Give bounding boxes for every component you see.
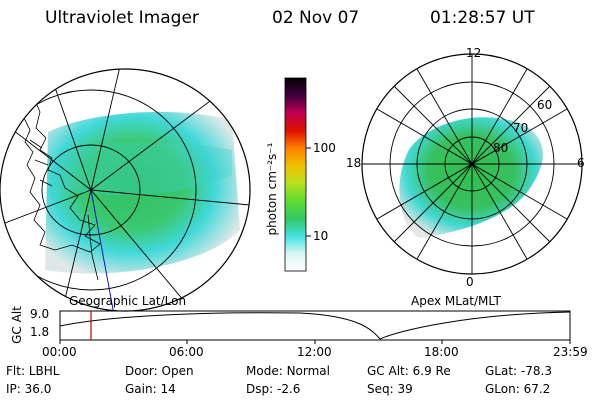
lat-label-80: 80 [493,141,509,155]
status-seq: Seq: 39 [367,382,413,396]
status-gain: Gain: 14 [125,382,176,396]
xtick-0000: 00:00 [42,345,77,359]
coastline [19,69,101,281]
xtick-1800: 18:00 [424,345,459,359]
lat-label-60: 60 [537,98,553,112]
mlt-label-12: 12 [466,46,482,60]
xtick-0600: 06:00 [169,345,204,359]
geo-caption: Geographic Lat/Lon [69,294,187,308]
colorbar-tick-10: 10 [313,229,329,243]
status-door: Door: Open [125,364,194,378]
geographic-map [0,68,251,312]
xtick-1200: 12:00 [297,345,332,359]
altitude-strip [59,310,571,344]
altitude-curve [59,311,571,340]
mlt-label-0: 0 [466,275,474,289]
status-ip: IP: 36.0 [6,382,52,396]
magnetic-map [361,53,583,275]
mlt-label-18: 18 [346,156,362,170]
aurora-mag [399,117,543,238]
time-label: 01:28:57 UT [430,8,535,28]
colorbar-unit-label: photon cm⁻²s⁻¹ [265,142,279,236]
lat-label-70: 70 [513,121,529,135]
colorbar-tick-100: 100 [313,141,336,155]
status-glat: GLat: -78.3 [485,364,552,378]
altitude-ytick-9: 9.0 [30,307,50,321]
date-label: 02 Nov 07 [272,8,360,28]
status-flt: Flt: LBHL [6,364,60,378]
status-dsp: Dsp: -2.6 [246,382,301,396]
xtick-2359: 23:59 [553,345,588,359]
mlt-label-6: 6 [577,156,585,170]
status-glon: GLon: 67.2 [485,382,551,396]
status-gc-alt: GC Alt: 6.9 Re [367,364,451,378]
instrument-title: Ultraviolet Imager [45,8,199,28]
aurora-geo [45,111,240,274]
status-mode: Mode: Normal [246,364,330,378]
altitude-ylabel: GC Alt [10,306,24,344]
colorbar [284,77,311,272]
mag-caption: Apex MLat/MLT [411,294,501,308]
altitude-ytick-1: 1.8 [30,325,50,339]
